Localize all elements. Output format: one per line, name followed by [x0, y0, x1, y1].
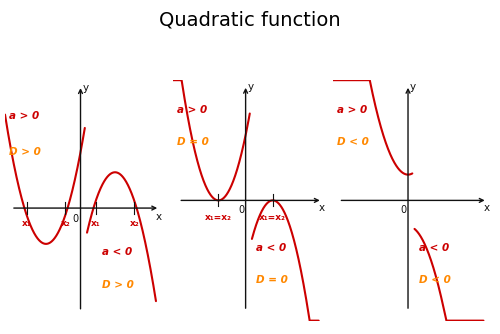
Text: x₁=x₂: x₁=x₂: [260, 213, 286, 222]
Text: 0: 0: [72, 214, 79, 224]
Text: a > 0: a > 0: [10, 111, 40, 121]
Text: x: x: [156, 212, 162, 222]
Text: a > 0: a > 0: [337, 105, 367, 115]
Text: x₂: x₂: [130, 219, 140, 228]
Text: x₁: x₁: [91, 219, 101, 228]
Text: x₂: x₂: [60, 219, 70, 228]
Text: x: x: [484, 203, 490, 213]
Text: D = 0: D = 0: [176, 137, 208, 147]
Text: y: y: [248, 82, 254, 93]
Text: 0: 0: [400, 205, 406, 215]
Text: D < 0: D < 0: [419, 275, 450, 285]
Text: x: x: [319, 203, 325, 213]
Text: a < 0: a < 0: [102, 246, 132, 257]
Text: D > 0: D > 0: [10, 147, 41, 157]
Text: Quadratic function: Quadratic function: [159, 10, 341, 29]
Text: D > 0: D > 0: [102, 280, 134, 290]
Text: 0: 0: [238, 205, 244, 215]
Text: y: y: [82, 83, 88, 93]
Text: a > 0: a > 0: [176, 105, 207, 115]
Text: y: y: [410, 82, 416, 93]
Text: x₁=x₂: x₁=x₂: [205, 213, 232, 222]
Text: a < 0: a < 0: [256, 242, 286, 253]
Text: x₁: x₁: [22, 219, 32, 228]
Text: D = 0: D = 0: [256, 275, 288, 285]
Text: a < 0: a < 0: [419, 242, 449, 253]
Text: D < 0: D < 0: [337, 137, 368, 147]
